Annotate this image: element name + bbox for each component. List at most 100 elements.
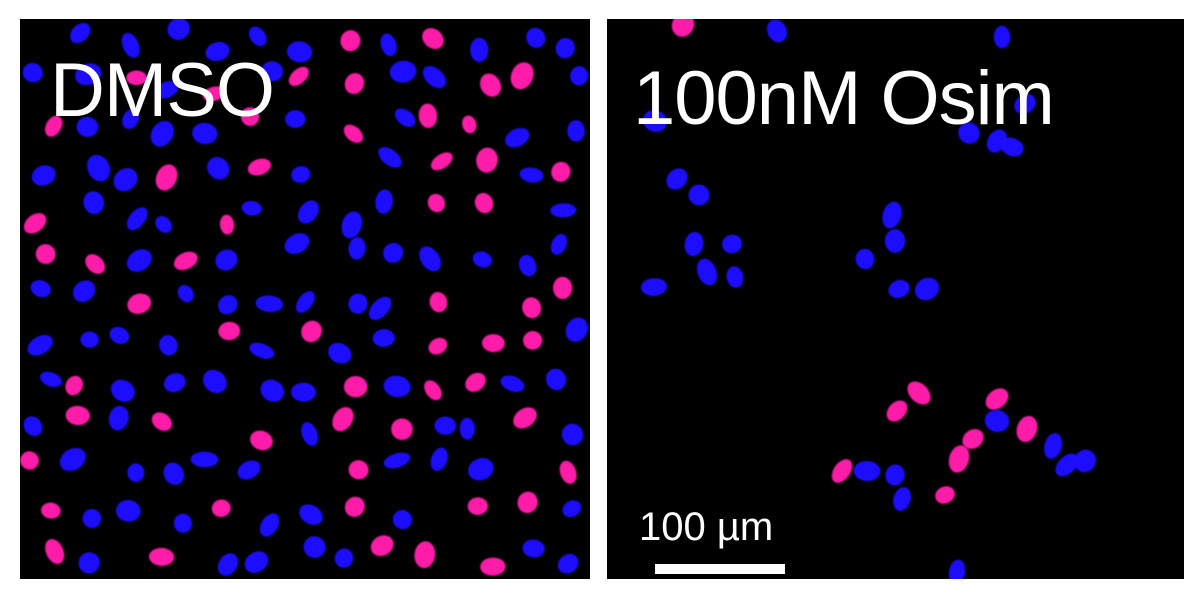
blue-nucleus	[244, 551, 269, 573]
magenta-nucleus	[551, 161, 571, 182]
blue-nucleus	[640, 278, 668, 296]
magenta-nucleus	[429, 292, 448, 313]
blue-nucleus	[126, 249, 152, 272]
blue-nucleus	[888, 279, 910, 299]
magenta-nucleus	[671, 19, 695, 37]
blue-nucleus	[1000, 137, 1024, 157]
blue-nucleus	[113, 168, 138, 192]
magenta-nucleus	[250, 430, 273, 451]
magenta-nucleus	[907, 381, 931, 405]
blue-nucleus	[472, 251, 492, 268]
magenta-nucleus	[467, 497, 488, 516]
blue-nucleus	[434, 416, 457, 435]
magenta-nucleus	[41, 502, 61, 519]
blue-nucleus	[237, 460, 261, 480]
blue-nucleus	[378, 147, 402, 168]
magenta-nucleus	[45, 539, 65, 564]
magenta-nucleus	[480, 557, 506, 576]
magenta-nucleus	[151, 412, 172, 431]
magenta-nucleus	[430, 152, 453, 171]
blue-nucleus	[154, 81, 179, 99]
magenta-nucleus	[391, 418, 413, 440]
blue-nucleus	[259, 513, 280, 537]
blue-nucleus	[348, 293, 368, 314]
blue-nucleus	[993, 25, 1011, 49]
blue-nucleus	[422, 66, 446, 89]
blue-nucleus	[31, 165, 56, 186]
blue-nucleus	[126, 207, 148, 231]
blue-nucleus	[177, 284, 194, 303]
blue-nucleus	[459, 417, 475, 440]
blue-nucleus	[688, 184, 710, 206]
magenta-nucleus	[218, 321, 241, 341]
magenta-nucleus	[211, 499, 231, 518]
magenta-nucleus	[127, 293, 152, 314]
magenta-nucleus	[340, 30, 361, 52]
blue-nucleus	[643, 110, 667, 132]
blue-nucleus	[383, 375, 411, 398]
blue-nucleus	[526, 27, 546, 48]
blue-nucleus	[59, 447, 86, 472]
blue-nucleus	[291, 382, 316, 402]
magenta-nucleus	[241, 107, 260, 126]
blue-nucleus	[419, 246, 441, 272]
blue-nucleus	[853, 460, 881, 482]
blue-nucleus	[470, 37, 489, 63]
blue-nucleus	[684, 231, 704, 257]
blue-nucleus	[561, 423, 584, 446]
blue-nucleus	[70, 22, 91, 44]
magenta-nucleus	[517, 491, 538, 514]
magenta-nucleus	[428, 337, 448, 355]
blue-nucleus	[666, 168, 688, 190]
magenta-nucleus	[343, 376, 368, 398]
blue-nucleus	[893, 487, 911, 511]
blue-nucleus	[696, 258, 718, 286]
blue-nucleus	[207, 157, 230, 180]
magenta-nucleus	[476, 147, 498, 173]
magenta-nucleus	[202, 86, 226, 102]
magenta-nucleus	[45, 115, 63, 137]
blue-nucleus	[284, 233, 310, 254]
magenta-nucleus	[343, 124, 364, 143]
blue-nucleus	[500, 375, 525, 392]
magenta-nucleus	[935, 486, 955, 504]
blue-nucleus	[726, 266, 744, 288]
magenta-nucleus	[414, 541, 436, 569]
blue-nucleus	[372, 329, 395, 347]
blue-nucleus	[948, 559, 966, 579]
magenta-nucleus	[23, 213, 47, 234]
blue-nucleus	[522, 539, 545, 558]
blue-nucleus	[80, 331, 99, 348]
blue-nucleus	[163, 373, 186, 393]
blue-nucleus	[546, 368, 567, 391]
blue-nucleus	[205, 41, 230, 62]
micrograph-panel-osimertinib: 100nM Osim 100 µm	[607, 19, 1184, 579]
panel-label-dmso: DMSO	[50, 48, 275, 133]
blue-nucleus	[882, 201, 902, 229]
blue-nucleus	[958, 122, 980, 144]
blue-nucleus	[550, 233, 568, 255]
magenta-nucleus	[510, 62, 534, 90]
blue-nucleus	[383, 452, 411, 469]
blue-nucleus	[984, 409, 1010, 433]
magenta-nucleus	[126, 70, 147, 86]
blue-nucleus	[116, 500, 141, 522]
blue-nucleus	[108, 405, 129, 431]
magenta-nucleus	[344, 73, 365, 95]
blue-nucleus	[76, 116, 99, 137]
blue-nucleus	[562, 500, 582, 518]
blue-nucleus	[430, 447, 448, 471]
nuclei-image-dmso	[20, 19, 589, 576]
blue-nucleus	[389, 60, 417, 83]
magenta-nucleus	[35, 244, 56, 264]
blue-nucleus	[78, 552, 100, 574]
blue-nucleus	[249, 342, 275, 359]
blue-nucleus	[260, 379, 285, 402]
magenta-nucleus	[149, 547, 175, 566]
blue-nucleus	[334, 548, 354, 568]
magenta-nucleus	[155, 164, 178, 191]
magenta-nucleus	[1016, 415, 1038, 443]
blue-nucleus	[241, 201, 262, 216]
blue-nucleus	[570, 66, 589, 86]
blue-nucleus	[23, 416, 43, 437]
